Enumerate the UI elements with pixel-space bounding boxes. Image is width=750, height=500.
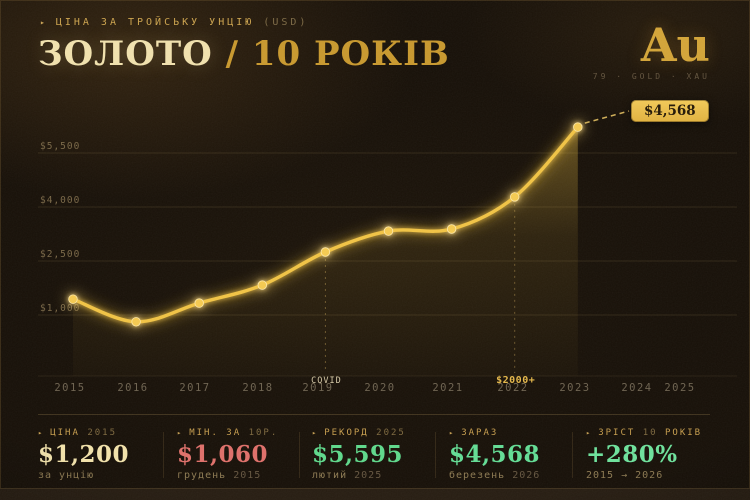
- stat-sub-dim: 2025: [354, 470, 383, 481]
- pointer-icon: ▸: [40, 18, 48, 27]
- stat-sub-dim: 2015: [233, 470, 262, 481]
- bullet-icon: ▸: [312, 429, 319, 437]
- bullet-icon: ▸: [177, 429, 184, 437]
- title-period: / 10 РОКІВ: [212, 34, 450, 74]
- stat-sub: за унцію: [38, 470, 95, 481]
- element-meta: 79 · GOLD · XAU: [592, 72, 710, 81]
- price-line: [71, 125, 580, 324]
- stat-price-2015: ▸ ЦІНА 2015 $1,200 за унцію: [38, 428, 129, 481]
- x-tick-label: 2025: [664, 382, 695, 394]
- x-tick-label: 2021: [432, 382, 463, 394]
- bullet-icon: ▸: [38, 429, 45, 437]
- stat-now: ▸ ЗАРАЗ $4,568 березень 2026: [449, 428, 540, 481]
- stat-label-dim: 10Р.: [248, 428, 279, 438]
- stat-value: +280%: [586, 441, 678, 468]
- stat-label-dim: 10: [642, 428, 658, 438]
- y-tick-label: $1,000: [40, 303, 80, 314]
- bottom-strip: [0, 488, 750, 500]
- footer-divider-rule: [38, 414, 710, 415]
- stat-label: ЗРІСТ: [598, 428, 636, 438]
- area-fill: [73, 127, 578, 376]
- x-tick-label: 2020: [364, 382, 395, 394]
- stat-label: МІН. ЗА: [189, 428, 242, 438]
- x-tick-label: 2017: [179, 382, 210, 394]
- x-tick-label: 2016: [117, 382, 148, 394]
- data-point: [446, 224, 457, 234]
- stat-sub: березень: [449, 470, 506, 481]
- price-line-layer: [68, 122, 583, 327]
- stat-sub: грудень: [177, 470, 227, 481]
- stat-divider: [572, 432, 573, 478]
- stat-divider: [435, 432, 436, 478]
- eyebrow-currency: (USD): [263, 17, 309, 28]
- data-point: [320, 247, 331, 257]
- stat-label: ЦІНА: [50, 428, 80, 438]
- x-tick-label: 2022: [497, 382, 528, 394]
- y-tick-label: $4,000: [40, 195, 80, 206]
- badge-connector-line: [584, 110, 630, 124]
- stat-label-dim: 2015: [87, 428, 118, 438]
- data-point: [68, 294, 78, 304]
- element-card: Au 79 · GOLD · XAU: [593, 22, 710, 81]
- stat-sub: лютий: [312, 470, 348, 481]
- stat-sub: 2015 → 2026: [586, 470, 664, 481]
- x-tick-label: 2023: [559, 382, 590, 394]
- stat-record: ▸ РЕКОРД 2025 $5,595 лютий 2025: [312, 428, 406, 481]
- stat-growth-10y: ▸ ЗРІСТ 10 РОКІВ +280% 2015 → 2026: [586, 428, 702, 481]
- data-point: [194, 298, 204, 308]
- y-tick-label: $5,500: [40, 141, 80, 152]
- stat-label-tail: РОКІВ: [665, 428, 703, 438]
- stat-divider: [163, 432, 164, 478]
- y-tick-label: $2,500: [40, 249, 80, 260]
- stat-label: ЗАРАЗ: [461, 428, 499, 438]
- annotation-label: COVID: [311, 376, 342, 386]
- data-point: [573, 122, 583, 132]
- x-tick-label: 2019: [302, 382, 333, 394]
- stat-min-10y: ▸ МІН. ЗА 10Р. $1,060 грудень 2015: [177, 428, 278, 481]
- data-point: [510, 192, 520, 202]
- bullet-icon: ▸: [449, 429, 456, 437]
- data-point: [383, 226, 394, 236]
- stat-label-dim: 2025: [376, 428, 406, 438]
- x-tick-label: 2024: [621, 382, 652, 394]
- stat-value: $5,595: [312, 441, 404, 468]
- x-tick-label: 2015: [54, 382, 85, 394]
- element-symbol: Au: [640, 18, 710, 72]
- title-gold: ЗОЛОТО: [38, 34, 213, 74]
- stat-value: $1,200: [38, 441, 130, 468]
- grid-layer: $5,500 $4,000 $2,500 $1,000: [38, 141, 737, 377]
- data-point: [131, 317, 141, 327]
- x-tick-label: 2018: [242, 382, 273, 394]
- eyebrow-text: ЦІНА ЗА ТРОЙСЬКУ УНЦІЮ: [55, 17, 255, 28]
- annotation-label: $2000+: [496, 375, 535, 386]
- bullet-icon: ▸: [586, 429, 593, 437]
- stat-divider: [299, 432, 300, 478]
- stat-value: $4,568: [449, 441, 541, 468]
- stat-value: $1,060: [177, 441, 269, 468]
- stat-sub-dim: 2026: [512, 470, 541, 481]
- stat-label: РЕКОРД: [324, 428, 369, 438]
- current-price-badge: $4,568: [631, 100, 709, 122]
- chart-eyebrow: ▸ ЦІНА ЗА ТРОЙСЬКУ УНЦІЮ (USD): [40, 17, 308, 28]
- page-title: ЗОЛОТО / 10 РОКІВ: [38, 33, 450, 75]
- data-point: [257, 280, 268, 290]
